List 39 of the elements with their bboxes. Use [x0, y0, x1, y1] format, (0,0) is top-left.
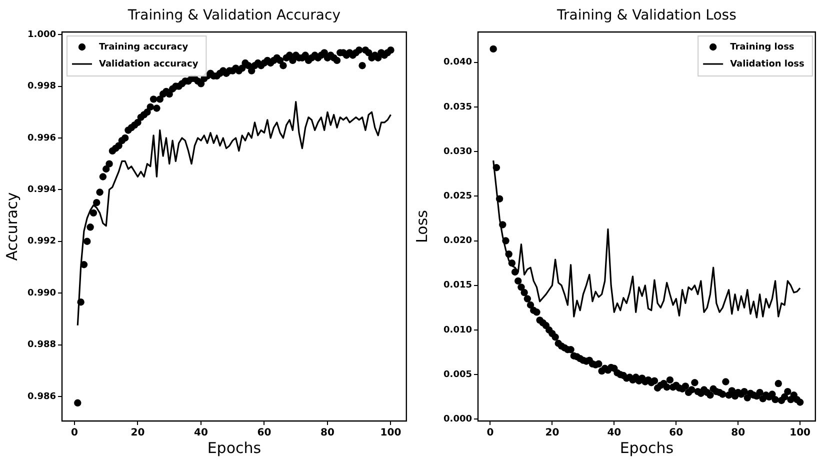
- x-tick-label: 60: [669, 428, 684, 439]
- y-axis-title: Accuracy: [2, 192, 21, 261]
- x-tick-label: 40: [607, 428, 622, 439]
- x-tick-label: 20: [130, 428, 145, 439]
- y-tick-label: 0.000: [444, 414, 472, 425]
- legend-label: Validation loss: [730, 59, 804, 70]
- legend-label: Training accuracy: [99, 42, 188, 52]
- y-tick-label: 0.030: [444, 146, 472, 157]
- x-tick-label: 0: [71, 428, 78, 439]
- y-tick-label: 0.992: [28, 236, 56, 247]
- x-tick-label: 80: [320, 428, 334, 439]
- y-tick-label: 0.005: [444, 370, 472, 380]
- x-tick-label: 100: [380, 428, 402, 439]
- y-tick-label: 0.994: [28, 185, 56, 196]
- y-tick-label: 0.035: [444, 102, 472, 112]
- y-axis-title: Loss: [412, 210, 431, 243]
- x-tick-label: 40: [194, 428, 208, 439]
- y-tick-label: 0.996: [28, 133, 56, 144]
- x-tick-label: 20: [545, 428, 560, 439]
- x-tick-label: 80: [731, 428, 746, 439]
- y-tick-label: 0.998: [28, 82, 56, 92]
- y-tick-label: 0.040: [444, 58, 472, 68]
- y-tick-label: 0.988: [28, 340, 56, 350]
- y-tick-label: 1.000: [28, 30, 56, 40]
- y-tick-label: 0.010: [444, 325, 472, 336]
- x-axis-title: Epochs: [620, 438, 674, 457]
- x-axis-title: Epochs: [207, 438, 262, 457]
- x-tick-label: 0: [486, 428, 494, 439]
- x-tick-label: 100: [790, 428, 811, 439]
- legend-label: Validation accuracy: [99, 59, 198, 70]
- chart-title: Training & Validation Loss: [556, 8, 736, 24]
- y-tick-label: 0.020: [444, 236, 472, 246]
- y-tick-label: 0.990: [28, 288, 56, 298]
- legend-label: Training loss: [730, 42, 794, 52]
- y-tick-label: 0.015: [444, 280, 472, 291]
- y-tick-label: 0.025: [444, 192, 472, 202]
- chart-title: Training & Validation Accuracy: [126, 8, 340, 24]
- y-tick-label: 0.986: [28, 392, 56, 402]
- x-tick-label: 60: [257, 428, 272, 439]
